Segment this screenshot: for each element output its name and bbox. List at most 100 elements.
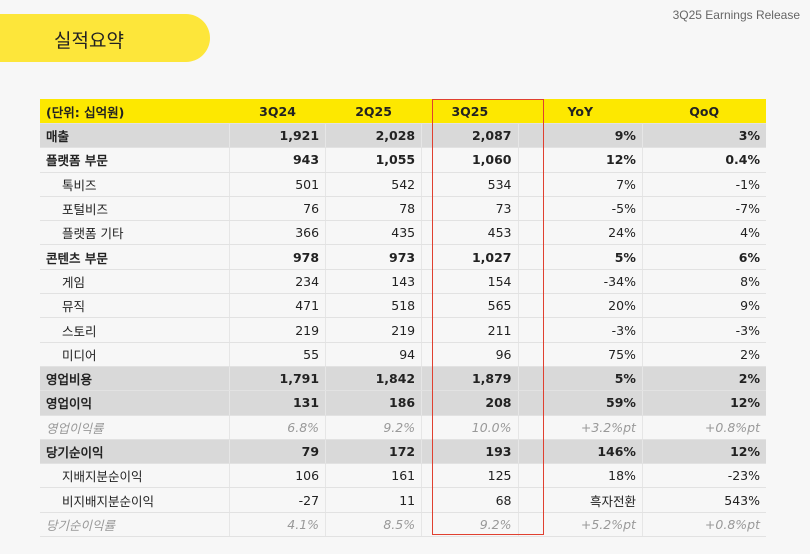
cell-value: -5% (518, 196, 643, 222)
page-title: 실적요약 (54, 30, 124, 52)
cell-value: 1,921 (229, 123, 327, 149)
cell-value: -3% (642, 317, 766, 343)
cell-value: 211 (421, 317, 519, 343)
row-label: 당기순이익률 (40, 512, 230, 538)
cell-value: 943 (229, 147, 327, 173)
table-row: 당기순이익률 4.1% 8.5% 9.2% +5.2%pt +0.8%pt (40, 512, 766, 538)
cell-value: 12% (642, 390, 766, 416)
row-label: 비지배지분순이익 (40, 487, 230, 513)
table-row: 매출 1,921 2,028 2,087 9% 3% (40, 123, 766, 149)
cell-value: 5% (518, 244, 643, 270)
row-label: 지배지분순이익 (40, 463, 230, 489)
cell-value: 1,055 (325, 147, 423, 173)
cell-value: 흑자전환 (518, 487, 643, 513)
cell-value: 6% (642, 244, 766, 270)
cell-value: 146% (518, 439, 643, 465)
table-row: 지배지분순이익 106 161 125 18% -23% (40, 463, 766, 489)
cell-value: 96 (421, 342, 519, 367)
cell-value: 1,027 (421, 244, 519, 270)
row-label: 콘텐츠 부문 (40, 244, 230, 270)
cell-value: 154 (421, 269, 519, 295)
cell-value: 219 (229, 317, 327, 343)
cell-value: 2,028 (325, 123, 423, 149)
cell-value: -7% (642, 196, 766, 222)
cell-value: 193 (421, 439, 519, 465)
cell-value: 3% (642, 123, 766, 149)
column-header: (단위: 십억원) (40, 99, 230, 124)
row-label: 당기순이익 (40, 439, 230, 465)
cell-value: 10.0% (421, 415, 519, 440)
cell-value: 2% (642, 342, 766, 367)
cell-value: 2% (642, 366, 766, 392)
table-row: 톡비즈 501 542 534 7% -1% (40, 172, 766, 197)
cell-value: 11 (325, 487, 423, 513)
cell-value: 366 (229, 220, 327, 246)
table-row: 플랫폼 부문 943 1,055 1,060 12% 0.4% (40, 147, 766, 173)
cell-value: 4.1% (229, 512, 327, 538)
row-label: 미디어 (40, 342, 230, 367)
row-label: 뮤직 (40, 293, 230, 319)
cell-value: 234 (229, 269, 327, 295)
table-row: 비지배지분순이익 -27 11 68 흑자전환 543% (40, 487, 766, 513)
cell-value: 75% (518, 342, 643, 367)
cell-value: 543% (642, 487, 766, 513)
report-label: 3Q25 Earnings Release (672, 8, 800, 22)
cell-value: 143 (325, 269, 423, 295)
row-label: 플랫폼 기타 (40, 220, 230, 246)
cell-value: -34% (518, 269, 643, 295)
cell-value: 94 (325, 342, 423, 367)
cell-value: 7% (518, 172, 643, 197)
earnings-table: (단위: 십억원) 3Q24 2Q25 3Q25 YoY QoQ 매출 1,921 2,028… (40, 99, 766, 538)
cell-value: 73 (421, 196, 519, 222)
cell-value: +3.2%pt (518, 415, 643, 440)
cell-value: 18% (518, 463, 643, 489)
cell-value: 1,879 (421, 366, 519, 392)
cell-value: 435 (325, 220, 423, 246)
row-label: 영업이익 (40, 390, 230, 416)
cell-value: 978 (229, 244, 327, 270)
cell-value: 12% (642, 439, 766, 465)
cell-value: 9.2% (325, 415, 423, 440)
cell-value: 565 (421, 293, 519, 319)
cell-value: 172 (325, 439, 423, 465)
table-row: 영업이익률 6.8% 9.2% 10.0% +3.2%pt +0.8%pt (40, 415, 766, 440)
cell-value: -1% (642, 172, 766, 197)
table-row: 스토리 219 219 211 -3% -3% (40, 317, 766, 343)
cell-value: 1,842 (325, 366, 423, 392)
cell-value: 1,791 (229, 366, 327, 392)
cell-value: 6.8% (229, 415, 327, 440)
cell-value: 501 (229, 172, 327, 197)
column-header: YoY (518, 99, 643, 124)
row-label: 플랫폼 부문 (40, 147, 230, 173)
cell-value: 131 (229, 390, 327, 416)
cell-value: 5% (518, 366, 643, 392)
cell-value: 8.5% (325, 512, 423, 538)
column-header: 2Q25 (325, 99, 422, 124)
cell-value: +0.8%pt (642, 512, 766, 538)
column-header: 3Q25 (421, 99, 518, 124)
column-header: 3Q24 (229, 99, 326, 124)
table-row: 당기순이익 79 172 193 146% 12% (40, 439, 766, 465)
cell-value: -23% (642, 463, 766, 489)
cell-value: 208 (421, 390, 519, 416)
cell-value: 79 (229, 439, 327, 465)
cell-value: 125 (421, 463, 519, 489)
row-label: 톡비즈 (40, 172, 230, 197)
row-label: 영업비용 (40, 366, 230, 392)
cell-value: -3% (518, 317, 643, 343)
cell-value: 471 (229, 293, 327, 319)
table-row: 게임 234 143 154 -34% 8% (40, 269, 766, 295)
cell-value: 518 (325, 293, 423, 319)
column-header: QoQ (642, 99, 766, 124)
cell-value: 78 (325, 196, 423, 222)
cell-value: 973 (325, 244, 423, 270)
title-banner: 실적요약 (0, 14, 210, 62)
cell-value: 8% (642, 269, 766, 295)
cell-value: 55 (229, 342, 327, 367)
table-row: 뮤직 471 518 565 20% 9% (40, 293, 766, 319)
cell-value: 534 (421, 172, 519, 197)
cell-value: 9% (518, 123, 643, 149)
cell-value: 4% (642, 220, 766, 246)
cell-value: 68 (421, 487, 519, 513)
cell-value: 0.4% (642, 147, 766, 173)
